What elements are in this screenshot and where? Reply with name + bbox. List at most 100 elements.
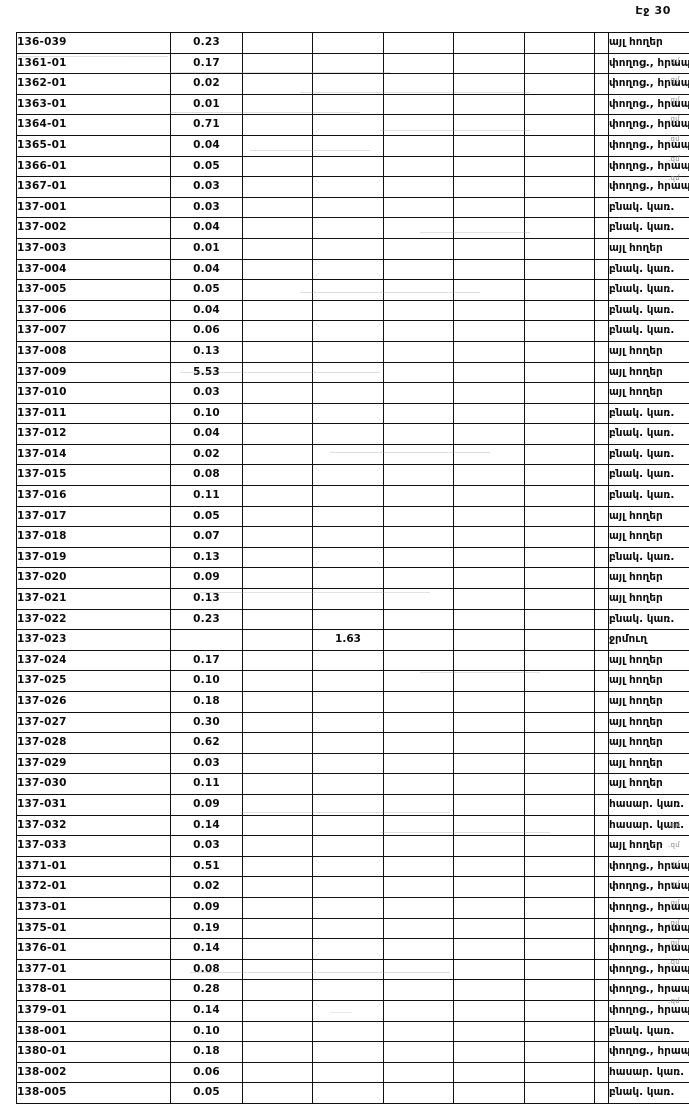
empty-column-4	[454, 424, 525, 445]
land-category: այլ հողեր	[609, 671, 689, 692]
area-value: 0.10	[171, 1021, 243, 1042]
empty-column-6	[595, 362, 609, 383]
empty-column-4	[454, 877, 525, 898]
empty-column-4	[454, 403, 525, 424]
empty-column-1	[243, 794, 313, 815]
empty-column-2	[313, 671, 384, 692]
parcel-code: 137-009	[17, 362, 171, 383]
empty-column-2	[313, 156, 384, 177]
empty-column-2	[313, 383, 384, 404]
empty-column-3	[384, 897, 454, 918]
parcel-code: 1380-01	[17, 1042, 171, 1063]
empty-column-4	[454, 589, 525, 610]
area-value: 0.03	[171, 197, 243, 218]
empty-column-5	[525, 1042, 595, 1063]
empty-column-3	[384, 74, 454, 95]
empty-column-6	[595, 547, 609, 568]
empty-column-3	[384, 980, 454, 1001]
empty-column-4	[454, 259, 525, 280]
empty-column-4	[454, 135, 525, 156]
empty-column-1	[243, 980, 313, 1001]
empty-column-2	[313, 506, 384, 527]
area-value: 0.11	[171, 774, 243, 795]
empty-column-6	[595, 1042, 609, 1063]
empty-column-3	[384, 341, 454, 362]
empty-column-6	[595, 403, 609, 424]
empty-column-2	[313, 115, 384, 136]
parcel-code: 137-017	[17, 506, 171, 527]
empty-column-5	[525, 362, 595, 383]
land-category: բնակ. կառ.	[609, 321, 689, 342]
parcel-code: 137-008	[17, 341, 171, 362]
empty-column-3	[384, 712, 454, 733]
empty-column-1	[243, 362, 313, 383]
empty-column-6	[595, 300, 609, 321]
empty-column-4	[454, 794, 525, 815]
parcel-code: 137-022	[17, 609, 171, 630]
empty-column-1	[243, 1042, 313, 1063]
empty-column-6	[595, 650, 609, 671]
area-value: 0.04	[171, 300, 243, 321]
empty-column-6	[595, 1083, 609, 1104]
empty-column-4	[454, 444, 525, 465]
parcel-code: 1372-01	[17, 877, 171, 898]
empty-column-5	[525, 877, 595, 898]
empty-column-6	[595, 341, 609, 362]
empty-column-6	[595, 197, 609, 218]
empty-column-2	[313, 403, 384, 424]
area-value: 0.18	[171, 692, 243, 713]
empty-column-1	[243, 197, 313, 218]
margin-annotation: .զմ	[668, 841, 680, 849]
margin-annotation: .զմ	[668, 96, 680, 104]
empty-column-3	[384, 877, 454, 898]
area-value: 0.06	[171, 321, 243, 342]
empty-column-6	[595, 774, 609, 795]
empty-column-4	[454, 527, 525, 548]
parcel-code: 1377-01	[17, 959, 171, 980]
area-value: 0.23	[171, 33, 243, 54]
empty-column-2	[313, 1062, 384, 1083]
area-value: 0.17	[171, 53, 243, 74]
empty-column-5	[525, 1021, 595, 1042]
empty-column-5	[525, 33, 595, 54]
empty-column-2	[313, 33, 384, 54]
empty-column-6	[595, 1000, 609, 1021]
empty-column-4	[454, 609, 525, 630]
empty-column-2	[313, 94, 384, 115]
empty-column-6	[595, 94, 609, 115]
area-value: 0.03	[171, 177, 243, 198]
area-value: 0.04	[171, 424, 243, 445]
parcel-code: 1376-01	[17, 939, 171, 960]
parcel-code: 136-039	[17, 33, 171, 54]
empty-column-3	[384, 238, 454, 259]
area-value: 0.14	[171, 815, 243, 836]
area-value: 5.53	[171, 362, 243, 383]
empty-column-1	[243, 403, 313, 424]
empty-column-1	[243, 383, 313, 404]
parcel-code: 1364-01	[17, 115, 171, 136]
empty-column-1	[243, 177, 313, 198]
empty-column-2	[313, 218, 384, 239]
empty-column-1	[243, 465, 313, 486]
area-value	[171, 630, 243, 651]
parcel-code: 1366-01	[17, 156, 171, 177]
empty-column-5	[525, 712, 595, 733]
land-category: բնակ. կառ.	[609, 609, 689, 630]
empty-column-5	[525, 568, 595, 589]
empty-column-4	[454, 238, 525, 259]
empty-column-3	[384, 53, 454, 74]
empty-column-3	[384, 918, 454, 939]
area-value: 0.10	[171, 671, 243, 692]
empty-column-3	[384, 1021, 454, 1042]
